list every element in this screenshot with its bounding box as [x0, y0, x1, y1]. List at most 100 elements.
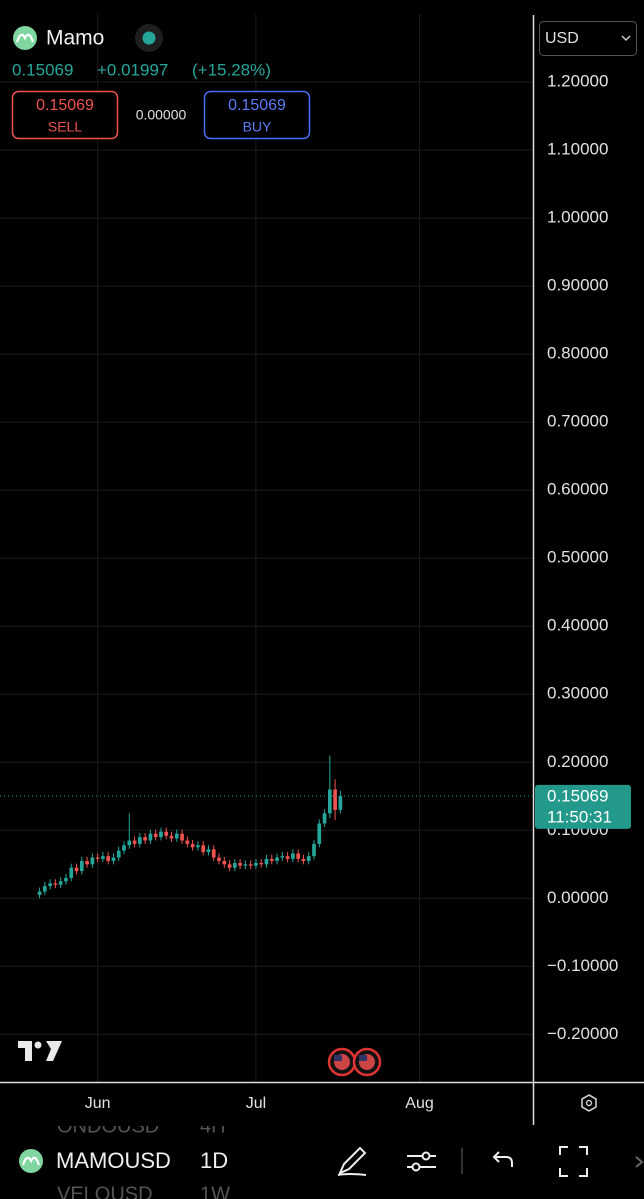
candle-body	[185, 840, 190, 844]
candle-body	[243, 864, 248, 866]
y-tick-label: 0.30000	[547, 684, 608, 703]
y-tick-label: 0.80000	[547, 344, 608, 363]
candle-body	[190, 843, 195, 848]
buy-button[interactable]	[203, 90, 311, 140]
candle-body	[222, 860, 227, 865]
candle-body	[206, 849, 211, 853]
candle-body	[58, 881, 63, 885]
y-tick-label: −0.20000	[547, 1024, 618, 1043]
indicators-icon[interactable]	[407, 1151, 436, 1172]
price-tag	[535, 784, 631, 829]
plot	[0, 755, 533, 899]
y-tick-label: 1.10000	[547, 140, 608, 159]
chevron	[621, 35, 631, 42]
currency-select[interactable]	[539, 21, 637, 56]
status-dot	[142, 31, 156, 45]
candle-body	[317, 823, 322, 844]
buy-price: 0.15069	[228, 97, 286, 114]
candle-body	[101, 856, 105, 859]
toolbar-above-interval: 4H	[200, 1115, 226, 1137]
candle-body	[132, 840, 137, 844]
header-price: 0.15069	[12, 60, 73, 79]
candle-body	[254, 862, 258, 866]
candle-body	[48, 883, 52, 887]
tv-logo	[18, 1041, 62, 1061]
candle-body	[153, 833, 158, 838]
symbol-fade	[130, 1140, 178, 1184]
candle-body	[338, 795, 343, 810]
y-tick-label: 0.50000	[547, 548, 608, 567]
x-tick-label: Aug	[405, 1095, 433, 1112]
price-tag-value: 0.15069	[547, 786, 608, 805]
candle-body	[85, 860, 89, 865]
candle-body	[259, 862, 264, 865]
settings-icon-center	[585, 1099, 593, 1107]
y-tick-label: −0.10000	[547, 956, 618, 975]
candle-body	[196, 845, 200, 848]
grid	[0, 14, 533, 1082]
candle-body	[291, 853, 295, 859]
candle-body	[248, 864, 253, 866]
price-tag-countdown: 11:50:31	[547, 807, 612, 826]
candle-body	[180, 833, 184, 841]
candle-body	[296, 853, 301, 859]
candle-body	[69, 867, 74, 878]
y-tick-label: 0.60000	[547, 480, 608, 499]
symbol-logo	[13, 26, 37, 50]
candle-body	[95, 857, 100, 859]
candle-body	[238, 862, 242, 866]
candle-body	[301, 858, 306, 861]
y-tick-label: 0.70000	[547, 412, 608, 431]
candle-body	[285, 856, 290, 859]
candle-body	[137, 837, 142, 844]
y-tick-label: 1.20000	[547, 72, 608, 91]
candle-body	[43, 886, 47, 892]
header-change-percent: (+15.28%)	[192, 60, 271, 79]
candle-body	[143, 837, 147, 841]
sell-price: 0.15069	[36, 97, 94, 114]
candle-body	[269, 858, 274, 861]
candle-body	[264, 858, 269, 865]
toolbar-below-interval: 1W	[200, 1183, 230, 1199]
toolbar-logo	[19, 1149, 43, 1173]
y-tick-label: 1.00000	[547, 208, 608, 227]
x-tick-label: Jul	[246, 1095, 266, 1112]
sell-label: SELL	[48, 119, 82, 135]
candle-body	[106, 856, 111, 861]
candle-body	[90, 857, 95, 865]
y-tick-label: 0.90000	[547, 276, 608, 295]
candle-body	[227, 864, 232, 868]
undo-icon[interactable]	[492, 1151, 513, 1167]
candle-body	[306, 856, 311, 861]
buy-label: BUY	[243, 119, 272, 135]
symbol-name: Mamo	[46, 27, 104, 50]
candle-body	[312, 843, 316, 857]
candle-body	[322, 813, 327, 824]
candle-body	[201, 845, 206, 853]
candle-body	[232, 862, 237, 868]
y-tick-label: 0.00000	[547, 888, 608, 907]
candle-body	[64, 877, 68, 882]
candle-body	[217, 857, 221, 861]
candle-body	[164, 831, 169, 836]
header-change: +0.01997	[97, 60, 168, 79]
candle-body	[148, 833, 153, 841]
candle-body	[37, 891, 42, 895]
candle-body	[275, 857, 279, 861]
draw-icon[interactable]	[337, 1146, 367, 1176]
toolbar-interval[interactable]: 1D	[200, 1148, 228, 1173]
toolbar-above-symbol: ONDOUSD	[57, 1115, 159, 1137]
candle-body	[111, 857, 116, 861]
candle-body	[159, 831, 163, 838]
candle-body	[280, 856, 285, 858]
candle-body	[333, 789, 337, 810]
settings-icon[interactable]	[581, 1094, 597, 1112]
candle-body	[127, 840, 132, 846]
sell-button[interactable]	[11, 90, 119, 140]
event-flags	[327, 1047, 382, 1077]
candle-body	[327, 789, 332, 814]
more-icon[interactable]	[635, 1156, 644, 1168]
fullscreen-icon[interactable]	[559, 1146, 588, 1177]
